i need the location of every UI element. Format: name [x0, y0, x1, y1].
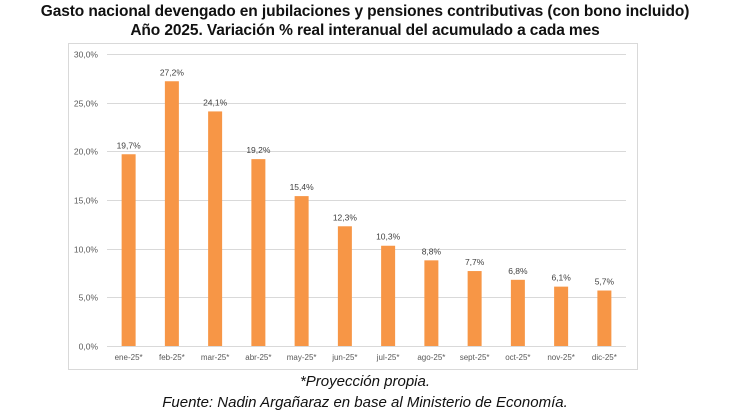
- bar: [121, 154, 136, 346]
- data-label: 7,7%: [465, 257, 485, 267]
- x-tick-label: oct-25*: [505, 353, 530, 362]
- bar: [381, 245, 396, 346]
- data-label: 19,7%: [117, 140, 142, 150]
- y-axis-ticks: 0,0% 5,0% 10,0% 15,0% 20,0% 25,0% 30,0%: [74, 50, 99, 352]
- data-label: 15,4%: [290, 182, 315, 192]
- x-tick-label: dic-25*: [592, 353, 617, 362]
- x-tick-label: jul-25*: [376, 353, 400, 362]
- data-label: 24,1%: [203, 97, 228, 107]
- data-label: 6,8%: [508, 266, 528, 276]
- y-tick-label: 0,0%: [79, 342, 99, 352]
- chart-title-line-1: Gasto nacional devengado en jubilaciones…: [40, 3, 690, 20]
- bar: [554, 286, 569, 346]
- chart-frame: [68, 43, 638, 370]
- chart-title-line-2: Año 2025. Variación % real interanual de…: [130, 22, 600, 39]
- data-label: 6,1%: [551, 273, 571, 283]
- y-tick-label: 10,0%: [74, 245, 99, 255]
- bar: [208, 111, 223, 346]
- x-tick-label: abr-25*: [245, 353, 271, 362]
- source-note: Fuente: Nadin Argañaraz en base al Minis…: [162, 394, 568, 411]
- x-tick-label: mar-25*: [201, 353, 229, 362]
- x-tick-label: ene-25*: [115, 353, 143, 362]
- data-labels: 19,7% 27,2% 24,1% 19,2% 15,4% 12,3% 10,3% 8,8% 7…: [117, 67, 615, 286]
- y-tick-label: 30,0%: [74, 50, 99, 60]
- x-tick-label: nov-25*: [547, 353, 575, 362]
- y-tick-label: 15,0%: [74, 196, 99, 206]
- data-label: 27,2%: [160, 67, 185, 77]
- x-tick-label: jun-25*: [331, 353, 357, 362]
- bar: [251, 159, 266, 346]
- bar: [510, 279, 525, 346]
- bar: [424, 260, 439, 346]
- bar: [597, 290, 612, 346]
- bar: [164, 81, 179, 347]
- bar: [294, 196, 309, 346]
- x-axis-ticks: ene-25* feb-25* mar-25* abr-25* may-25* jun-2…: [115, 353, 617, 362]
- bars: [121, 81, 612, 347]
- x-tick-label: ago-25*: [417, 353, 445, 362]
- data-label: 10,3%: [376, 232, 401, 242]
- data-label: 8,8%: [422, 246, 442, 256]
- x-tick-label: sept-25*: [460, 353, 490, 362]
- y-tick-label: 5,0%: [79, 293, 99, 303]
- gridlines: [107, 54, 626, 347]
- y-tick-label: 25,0%: [74, 99, 99, 109]
- footnote-projection: *Proyección propia.: [299, 373, 431, 390]
- data-label: 5,7%: [595, 277, 615, 287]
- x-tick-label: may-25*: [287, 353, 317, 362]
- bar: [337, 226, 352, 346]
- data-label: 12,3%: [333, 212, 358, 222]
- data-label: 19,2%: [246, 145, 271, 155]
- x-tick-label: feb-25*: [159, 353, 185, 362]
- y-tick-label: 20,0%: [74, 147, 99, 157]
- bar: [467, 271, 482, 346]
